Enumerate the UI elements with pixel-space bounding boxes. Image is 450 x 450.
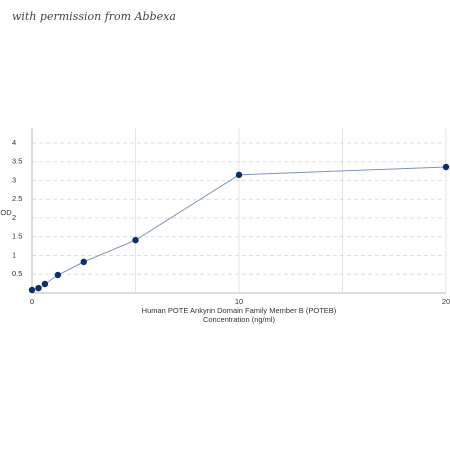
y-tick-label: 1.5: [12, 232, 22, 241]
y-tick-label: 0.5: [12, 269, 22, 278]
y-axis-label: OD: [0, 208, 12, 217]
y-tick-label: 1: [12, 250, 16, 259]
point: [35, 284, 42, 292]
y-tick-label: 3: [12, 175, 16, 184]
y-tick-label: 4: [12, 138, 16, 147]
x-tick-label: 0: [30, 297, 34, 306]
point: [442, 163, 450, 171]
point: [235, 171, 243, 179]
x-axis-label: Concentration (ng/ml): [203, 315, 276, 324]
x-axis-label: Human POTE Ankyrin Domain Family Member …: [142, 306, 337, 315]
y-tick-label: 2: [12, 213, 16, 222]
y-tick-label: 3.5: [12, 157, 22, 166]
point: [80, 258, 87, 266]
point: [54, 271, 62, 279]
x-tick-label: 10: [235, 297, 243, 306]
x-tick-label: 20: [442, 297, 450, 306]
point: [41, 280, 49, 288]
y-tick-label: 2.5: [12, 194, 22, 203]
point: [28, 286, 36, 294]
watermark: with permission from Abbexa: [12, 10, 176, 23]
point: [132, 236, 139, 244]
